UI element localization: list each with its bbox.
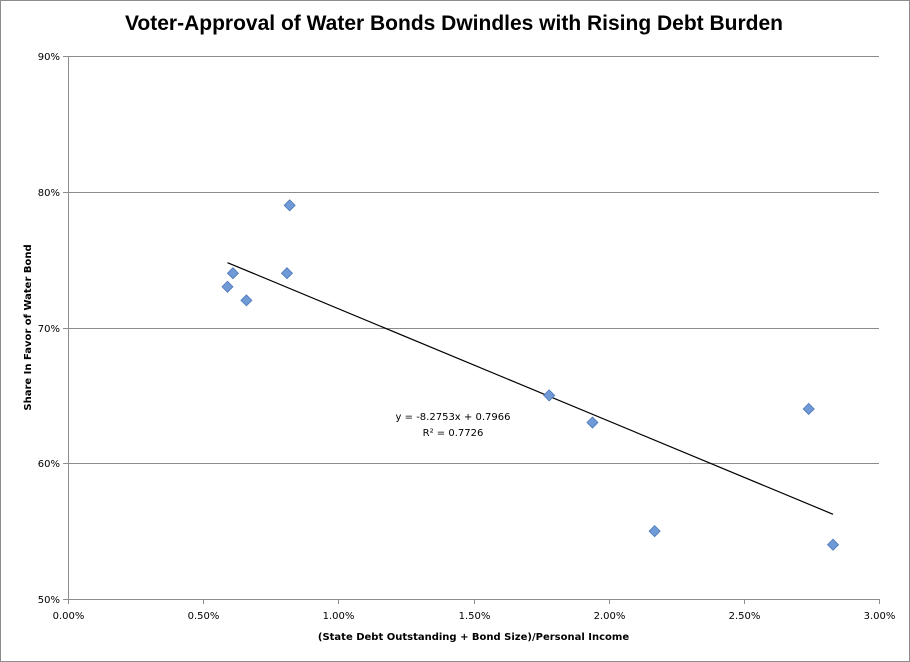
y-tick-label: 80% xyxy=(38,188,60,199)
trendline-equation: y = -8.2753x + 0.7966 xyxy=(396,412,511,423)
y-tick-label: 50% xyxy=(38,595,60,606)
data-point-diamond xyxy=(586,416,599,429)
data-point-diamond xyxy=(826,538,840,551)
x-tick-label: 1.50% xyxy=(459,611,491,622)
data-point-diamond xyxy=(283,199,296,212)
trendline xyxy=(227,262,834,515)
trendline-group xyxy=(227,262,834,515)
x-tick-label: 0.00% xyxy=(53,611,85,622)
y-tick-label: 70% xyxy=(38,324,60,335)
x-tick-label: 3.00% xyxy=(864,611,896,622)
y-axis-title: Share In Favor of Water Bond xyxy=(23,244,34,410)
data-point-diamond xyxy=(240,294,253,307)
x-tick-label: 0.50% xyxy=(188,611,220,622)
x-axis-title: (State Debt Outstanding + Bond Size)/Per… xyxy=(318,632,629,643)
data-point-diamond xyxy=(226,267,239,280)
trendline-r2: R² = 0.7726 xyxy=(423,428,484,439)
data-point-diamond xyxy=(221,280,234,293)
axis-ticks: 50% 60% 70% 80% 90% 0.00% 0.50% 1.00% 1.50% 2.00%… xyxy=(38,52,896,622)
data-point-diamond xyxy=(802,402,815,416)
x-tick-label: 1.00% xyxy=(323,611,355,622)
x-tick-label: 2.00% xyxy=(594,611,626,622)
y-tick-label: 90% xyxy=(38,52,60,63)
data-point-diamond xyxy=(648,525,661,538)
gridlines xyxy=(68,56,879,464)
data-points xyxy=(221,199,840,551)
x-tick-label: 2.50% xyxy=(729,611,761,622)
data-point-diamond xyxy=(543,389,556,402)
data-point-diamond xyxy=(280,267,294,280)
y-tick-label: 60% xyxy=(38,459,60,470)
chart-title: Voter-Approval of Water Bonds Dwindles w… xyxy=(124,12,784,35)
